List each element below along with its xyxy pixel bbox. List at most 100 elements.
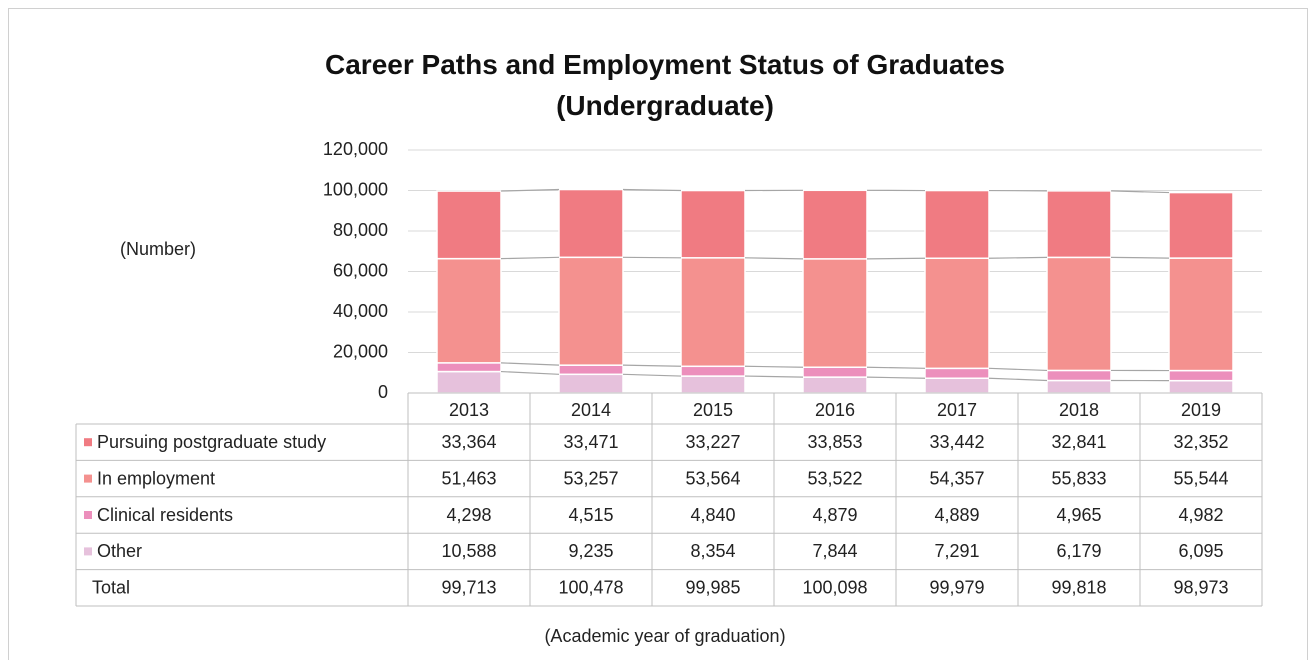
bar-segment: [680, 189, 746, 259]
table-value: 51,463: [441, 468, 496, 488]
series-line: [866, 376, 926, 379]
chart-title: Career Paths and Employment Status of Gr…: [325, 49, 1005, 121]
bar-segment: [558, 373, 624, 394]
bar-segment: [436, 190, 502, 260]
bar-segment: [1046, 379, 1112, 394]
bar-segment: [924, 257, 990, 370]
x-tick-label: 2019: [1181, 400, 1221, 420]
table-value: 33,227: [685, 432, 740, 452]
y-tick-label: 80,000: [333, 220, 388, 240]
table-value: 32,841: [1051, 432, 1106, 452]
bar-segment: [558, 188, 624, 259]
x-tick-label: 2015: [693, 400, 733, 420]
table-value: 100,478: [558, 578, 623, 598]
legend-key: [84, 474, 92, 483]
series-line: [988, 377, 1048, 382]
x-tick-label: 2013: [449, 400, 489, 420]
bar-segment: [1168, 369, 1234, 382]
bar-segment: [1168, 257, 1234, 372]
y-tick-label: 40,000: [333, 301, 388, 321]
table-value: 6,179: [1056, 541, 1101, 561]
x-tick-label: 2018: [1059, 400, 1099, 420]
legend-label: Pursuing postgraduate study: [97, 432, 326, 452]
bar-segment: [1168, 191, 1234, 259]
table-value: 33,442: [929, 432, 984, 452]
bar-segment: [802, 376, 868, 394]
table-value: 7,291: [934, 541, 979, 561]
legend-label: Total: [92, 578, 130, 598]
table-value: 99,713: [441, 578, 496, 598]
table-value: 99,985: [685, 578, 740, 598]
table-value: 55,833: [1051, 468, 1106, 488]
legend-key: [84, 438, 92, 447]
bar-segment: [802, 189, 868, 260]
series-line: [1110, 190, 1170, 194]
bar-segment: [680, 365, 746, 377]
series-line: [622, 364, 682, 367]
table-value: 99,979: [929, 578, 984, 598]
legend-label: Other: [97, 541, 142, 561]
legend-key: [84, 547, 92, 556]
bar-segment: [436, 362, 502, 373]
table-value: 4,298: [446, 505, 491, 525]
bar-segment: [680, 257, 746, 368]
table-value: 10,588: [441, 541, 496, 561]
series-line: [866, 366, 926, 369]
table-value: 53,257: [563, 468, 618, 488]
series-line: [866, 257, 926, 260]
table-value: 55,544: [1173, 468, 1228, 488]
table-value: 33,364: [441, 432, 496, 452]
table-value: 32,352: [1173, 432, 1228, 452]
series-line: [744, 365, 804, 368]
series-line: [500, 188, 560, 192]
bar-segment: [924, 377, 990, 394]
table-value: 8,354: [690, 541, 735, 561]
x-tick-label: 2014: [571, 400, 611, 420]
legend-label: In employment: [97, 468, 215, 488]
series-line: [1110, 256, 1170, 259]
y-axis-label: (Number): [120, 239, 196, 259]
bar-segment: [924, 189, 990, 260]
table-value: 7,844: [812, 541, 857, 561]
bar-segment: [680, 375, 746, 394]
series-line: [622, 373, 682, 377]
legend-label: Clinical residents: [97, 505, 233, 525]
bar-segment: [802, 366, 868, 378]
bar-segment: [924, 367, 990, 379]
table-value: 54,357: [929, 468, 984, 488]
table-value: 53,564: [685, 468, 740, 488]
table-value: 6,095: [1178, 541, 1223, 561]
series-line: [744, 257, 804, 260]
table-value: 98,973: [1173, 578, 1228, 598]
bar-segment: [436, 257, 502, 364]
table-value: 4,982: [1178, 505, 1223, 525]
y-tick-label: 120,000: [323, 139, 388, 159]
bar-segment: [558, 364, 624, 376]
series-line: [500, 370, 560, 375]
series-line: [500, 256, 560, 260]
series-line: [622, 188, 682, 192]
y-tick-label: 60,000: [333, 260, 388, 280]
table-value: 100,098: [802, 578, 867, 598]
x-tick-label: 2016: [815, 400, 855, 420]
series-line: [988, 256, 1048, 259]
series-line: [744, 375, 804, 378]
table-value: 4,879: [812, 505, 857, 525]
table-value: 4,515: [568, 505, 613, 525]
x-axis-label: (Academic year of graduation): [544, 626, 785, 646]
bar-segment: [1046, 369, 1112, 382]
table-value: 9,235: [568, 541, 613, 561]
series-line: [500, 362, 560, 366]
y-tick-label: 0: [378, 382, 388, 402]
bar-segment: [1046, 190, 1112, 259]
table-value: 4,840: [690, 505, 735, 525]
legend-key: [84, 511, 92, 519]
y-tick-label: 20,000: [333, 341, 388, 361]
bar-segment: [436, 370, 502, 394]
table-value: 33,471: [563, 432, 618, 452]
bar-segment: [1046, 256, 1112, 372]
series-line: [988, 367, 1048, 372]
chart-frame: [8, 8, 1308, 660]
